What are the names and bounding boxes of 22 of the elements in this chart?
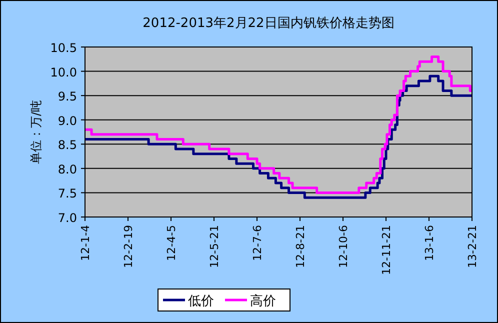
x-tick-label: 12-2-19 <box>122 225 135 268</box>
x-tick-label: 12-1-4 <box>79 225 92 261</box>
x-tick-label: 13-1-6 <box>423 225 436 261</box>
legend-label: 高价 <box>250 293 276 309</box>
y-tick-label: 8.0 <box>58 162 77 176</box>
y-tick-label: 7.5 <box>58 186 77 201</box>
x-tick-label: 12-4-5 <box>165 225 178 261</box>
y-tick-label: 9.5 <box>58 90 77 104</box>
x-tick-label: 12-11-21 <box>380 225 393 275</box>
x-tick-label: 12-10-6 <box>337 225 350 268</box>
x-tick-label: 12-5-21 <box>208 225 221 268</box>
x-tick-label: 12-7-6 <box>251 225 264 261</box>
y-axis-title: 单位：万/吨 <box>29 100 43 164</box>
y-tick-label: 10.5 <box>50 41 77 55</box>
y-tick-label: 9.0 <box>58 114 77 128</box>
y-tick-label: 10.0 <box>50 65 77 80</box>
chart-title: 2012-2013年2月22日国内钒铁价格走势图 <box>142 16 394 31</box>
x-tick-label: 12-8-21 <box>294 225 307 268</box>
x-tick-label: 13-2-21 <box>466 225 479 268</box>
y-tick-label: 8.5 <box>58 138 77 152</box>
y-tick-label: 7.0 <box>58 211 77 225</box>
legend-label: 低价 <box>188 294 214 309</box>
